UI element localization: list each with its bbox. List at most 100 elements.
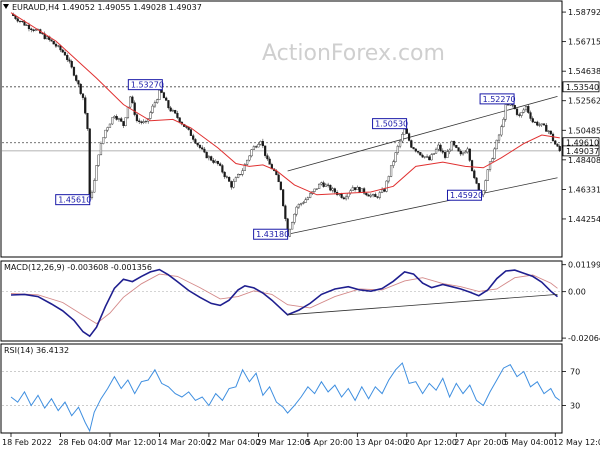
candle-body — [246, 159, 249, 165]
candle-body — [266, 155, 269, 160]
candle-body — [205, 151, 208, 159]
candle-body — [389, 165, 393, 177]
candle-body — [196, 143, 199, 146]
channel-line — [287, 177, 558, 235]
candle-body — [506, 104, 510, 106]
chart-watermark: ActionForex.com — [262, 41, 445, 66]
candle-body — [527, 106, 530, 113]
macd-ytick-label: 0.00 — [568, 288, 586, 297]
candle-body — [185, 126, 188, 128]
candle-body — [554, 140, 557, 145]
candle-body — [360, 188, 363, 193]
candle-body — [551, 133, 555, 142]
candle-body — [452, 141, 456, 146]
candle-body — [295, 206, 298, 215]
candle-body — [421, 154, 424, 158]
candle-body — [282, 189, 285, 207]
candle-body — [216, 160, 220, 165]
candle-body — [93, 180, 96, 193]
price-y-axis: 1.58792 1.56715 1.54638 1.52562 1.50485 1.484… — [562, 8, 600, 224]
candle-body — [353, 187, 357, 190]
candle-body — [333, 188, 336, 193]
candle-body — [219, 163, 222, 166]
candle-body — [378, 192, 381, 198]
candle-body — [374, 194, 377, 198]
candle-body — [225, 176, 228, 178]
annotation-label: 1.45920 — [450, 191, 483, 200]
rsi-ytick-label: 30 — [570, 402, 580, 411]
candle-body — [234, 177, 237, 182]
price-ytick-label: 1.46331 — [568, 185, 600, 194]
candle-body — [192, 135, 195, 140]
price-tag-label: 1.53540 — [566, 83, 599, 92]
rsi-line — [10, 362, 561, 433]
candle-body — [428, 156, 431, 161]
candle-body — [187, 127, 190, 130]
candle-body — [448, 149, 451, 152]
candle-body — [380, 189, 384, 193]
candle-body — [45, 36, 49, 40]
candle-body — [302, 202, 305, 204]
candle-body — [340, 193, 343, 198]
candle-body — [201, 147, 204, 150]
candle-body — [430, 154, 433, 161]
candle-body — [252, 146, 255, 150]
candle-body — [268, 158, 271, 165]
candle-body — [419, 152, 422, 156]
candle-body — [432, 153, 435, 155]
candle-body — [396, 145, 399, 153]
x-tick-label: 22 Mar 04:00 — [207, 438, 260, 447]
candle-body — [243, 164, 246, 171]
candle-body — [30, 28, 33, 31]
candle-body — [257, 144, 260, 148]
candle-body — [545, 124, 548, 132]
candle-body — [63, 51, 67, 56]
candle-body — [491, 158, 494, 162]
candle-body — [77, 80, 80, 85]
candle-body — [401, 134, 404, 142]
candle-body — [439, 144, 442, 151]
candle-body — [104, 129, 107, 138]
candle-body — [171, 110, 175, 112]
candle-body — [122, 121, 125, 126]
candle-body — [16, 18, 19, 22]
candle-body — [120, 118, 123, 122]
candle-body — [61, 49, 64, 53]
candle-body — [135, 114, 139, 122]
candle-body — [261, 141, 264, 147]
candle-body — [500, 126, 503, 136]
candle-body — [536, 121, 539, 126]
candle-body — [425, 156, 429, 158]
candle-body — [300, 203, 303, 205]
x-tick-label: 20 Apr 12:00 — [405, 438, 457, 447]
candle-body — [437, 144, 440, 150]
x-tick-label: 29 Mar 12:00 — [256, 438, 309, 447]
candle-body — [129, 96, 132, 108]
candle-body — [66, 55, 69, 61]
candle-body — [133, 102, 136, 115]
annotation-box — [253, 228, 289, 240]
rsi-panel-title: RSI(14) 36.4132 — [4, 346, 69, 355]
candle-body — [416, 151, 420, 153]
candle-body — [398, 140, 402, 147]
candle-body — [414, 148, 417, 152]
candle-body — [356, 186, 359, 190]
candle-body — [153, 102, 157, 107]
annotation-box — [479, 93, 515, 105]
annotation-box — [372, 118, 408, 130]
candle-body — [347, 192, 350, 198]
candle-body — [484, 180, 487, 192]
candle-body — [250, 149, 253, 157]
candle-body — [329, 184, 332, 191]
candle-body — [376, 196, 379, 198]
candle-body — [351, 187, 354, 191]
candle-body — [459, 151, 462, 155]
candle-body — [473, 170, 476, 179]
macd-lines — [2, 268, 562, 338]
candle-body — [138, 120, 141, 122]
candle-body — [407, 133, 411, 141]
candle-body — [468, 148, 471, 161]
candle-body — [203, 148, 206, 153]
candle-body — [520, 112, 523, 116]
candle-body — [441, 150, 444, 153]
